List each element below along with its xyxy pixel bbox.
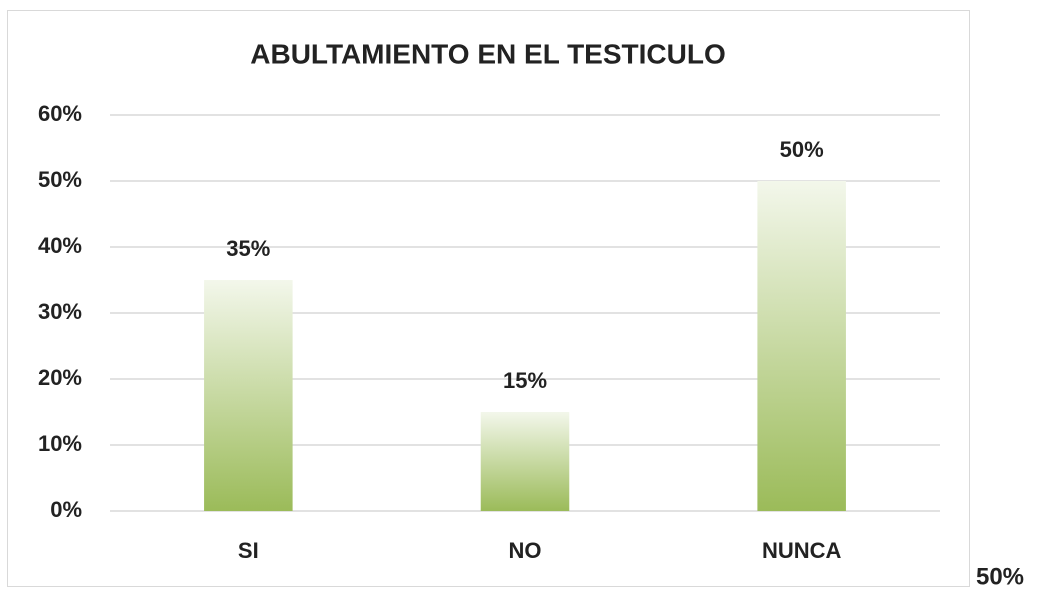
y-tick-label: 50%	[38, 167, 82, 192]
data-label: 15%	[503, 368, 547, 393]
x-tick-label: NO	[509, 538, 542, 563]
y-tick-label: 30%	[38, 299, 82, 324]
y-tick-label: 10%	[38, 431, 82, 456]
y-tick-label: 60%	[38, 101, 82, 126]
bar	[757, 181, 846, 511]
x-tick-label: NUNCA	[762, 538, 842, 563]
y-tick-label: 0%	[50, 497, 82, 522]
data-label: 35%	[226, 236, 270, 261]
data-label: 50%	[780, 137, 824, 162]
bar	[480, 412, 570, 511]
annotation: 50%	[976, 563, 1024, 590]
x-tick-label: SI	[238, 538, 259, 563]
y-tick-label: 20%	[38, 365, 82, 390]
y-tick-label: 40%	[38, 233, 82, 258]
chart-title: ABULTAMIENTO EN EL TESTICULO	[250, 38, 725, 69]
bar	[204, 280, 293, 511]
